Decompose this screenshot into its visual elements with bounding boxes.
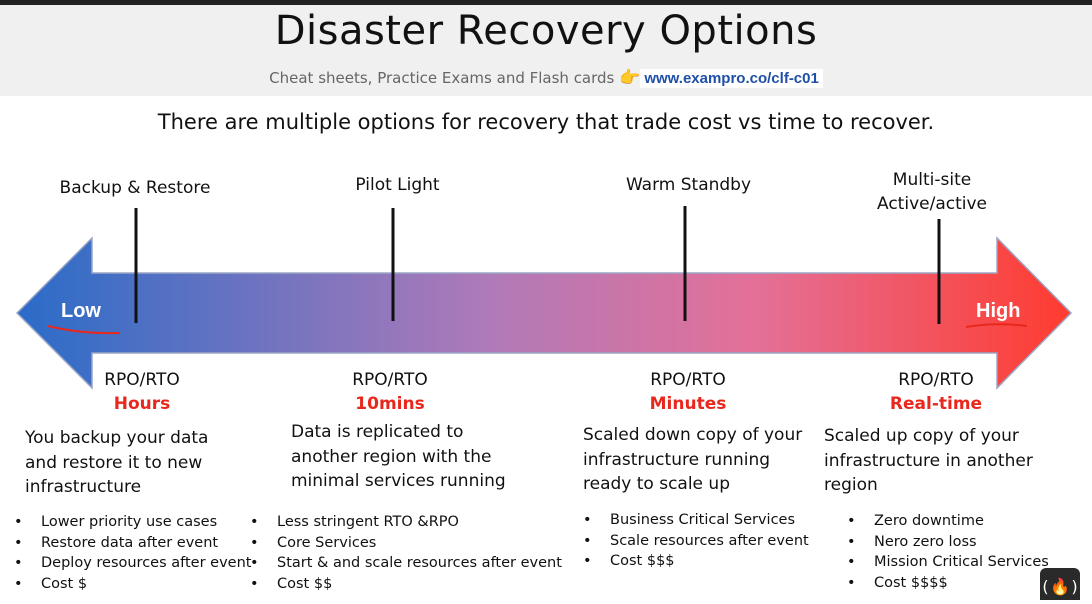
description-line: minimal services running [291,471,506,491]
intro-text: There are multiple options for recovery … [157,110,935,134]
page-title: Disaster Recovery Options [274,8,818,54]
header-band [0,5,1092,96]
rpo-rto-warm-standby: RPO/RTO Minutes [628,368,748,416]
description-line: infrastructure in another [824,450,1033,471]
rpo-rto-label: RPO/RTO [352,370,428,390]
list-item: Cost $$ [250,574,562,595]
list-item: Cost $ [14,574,251,595]
low-label: Low [61,300,101,322]
option-name-backup-restore: Backup & Restore [59,178,211,198]
list-item: Restore data after event [14,533,251,554]
list-item: Start & and scale resources after event [250,553,562,574]
option-name-multi-site: Multi-site Active/active [860,168,1004,216]
high-underline [965,323,1028,328]
arrow-body [15,236,1073,390]
top-border [0,0,1092,5]
description-line: You backup your data [25,428,209,448]
option-name-multi-site-line2: Active/active [877,194,987,214]
freecodecamp-logo-icon: (🔥) [1040,568,1080,600]
svg-text:(🔥): (🔥) [1040,577,1079,596]
description-line: ready to scale up [583,474,730,494]
list-item: Lower priority use cases [14,512,251,533]
rpo-rto-value: Minutes [649,394,727,414]
option-name-pilot-light: Pilot Light [355,175,440,195]
rpo-rto-multi-site: RPO/RTO Real-time [876,368,996,416]
rpo-rto-pilot-light: RPO/RTO 10mins [330,368,450,416]
exampro-link[interactable]: www.exampro.co/clf-c01 [640,69,823,88]
rpo-rto-value: 10mins [355,394,425,414]
description-warm-standby: Scaled down copy of your infrastructure … [583,423,802,497]
description-line: infrastructure running [583,449,771,470]
description-multi-site: Scaled up copy of your infrastructure in… [824,424,1033,498]
rpo-rto-value: Real-time [889,394,983,414]
list-item: Mission Critical Services [847,552,1049,573]
description-line: another region with the [291,446,492,467]
list-item: Cost $$$$ [847,573,1049,594]
list-item: Business Critical Services [583,510,809,531]
rpo-rto-value: Hours [113,394,171,414]
list-item: Cost $$$ [583,551,809,572]
high-label: High [976,300,1021,322]
description-backup-restore: You backup your data and restore it to n… [25,426,208,500]
rpo-rto-label: RPO/RTO [898,370,974,390]
subtitle: Cheat sheets, Practice Exams and Flash c… [0,68,1092,88]
list-item: Less stringent RTO &RPO [250,512,562,533]
rpo-rto-backup-restore: RPO/RTO Hours [82,368,202,416]
description-line: and restore it to new [25,452,203,473]
list-item: Deploy resources after event [14,553,251,574]
bullets-pilot-light: Less stringent RTO &RPO Core Services St… [250,512,562,594]
list-item: Core Services [250,533,562,554]
rpo-rto-label: RPO/RTO [104,370,180,390]
bullets-multi-site: Zero downtime Nero zero loss Mission Cri… [847,511,1049,593]
description-line: region [824,475,878,495]
bullets-warm-standby: Business Critical Services Scale resourc… [583,510,809,572]
description-pilot-light: Data is replicated to another region wit… [291,420,506,494]
option-name-warm-standby: Warm Standby [625,175,752,195]
low-underline [47,325,121,335]
list-item: Nero zero loss [847,532,1049,553]
description-line: Scaled up copy of your [824,426,1019,446]
pointing-hand-icon: 👉 [619,68,641,88]
description-line: infrastructure [25,477,142,497]
list-item: Scale resources after event [583,531,809,552]
description-line: Scaled down copy of your [583,425,803,445]
list-item: Zero downtime [847,511,1049,532]
subtitle-text: Cheat sheets, Practice Exams and Flash c… [269,69,615,87]
description-line: Data is replicated to [291,422,464,442]
option-name-multi-site-line1: Multi-site [892,170,972,190]
bullets-backup-restore: Lower priority use cases Restore data af… [14,512,251,594]
rpo-rto-label: RPO/RTO [650,370,726,390]
